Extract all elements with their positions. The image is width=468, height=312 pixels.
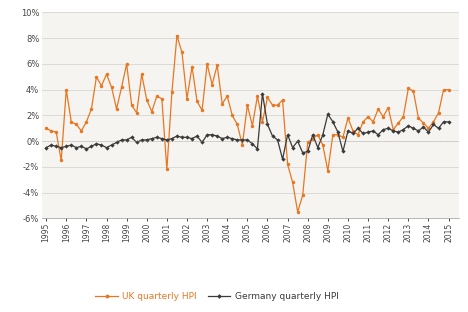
UK quarterly HPI bbox=[446, 88, 452, 92]
UK quarterly HPI bbox=[380, 115, 386, 119]
Legend: UK quarterly HPI, Germany quarterly HPI: UK quarterly HPI, Germany quarterly HPI bbox=[92, 289, 343, 305]
Germany quarterly HPI bbox=[44, 146, 49, 149]
Germany quarterly HPI bbox=[416, 129, 421, 133]
Germany quarterly HPI bbox=[305, 150, 311, 154]
UK quarterly HPI bbox=[270, 103, 275, 107]
Germany quarterly HPI bbox=[350, 132, 356, 135]
UK quarterly HPI bbox=[174, 34, 180, 37]
UK quarterly HPI bbox=[44, 126, 49, 130]
Germany quarterly HPI bbox=[380, 128, 386, 131]
UK quarterly HPI bbox=[295, 210, 300, 214]
Line: Germany quarterly HPI: Germany quarterly HPI bbox=[44, 92, 450, 161]
Germany quarterly HPI bbox=[446, 120, 452, 124]
Line: UK quarterly HPI: UK quarterly HPI bbox=[44, 34, 450, 214]
UK quarterly HPI bbox=[416, 116, 421, 120]
Germany quarterly HPI bbox=[270, 134, 275, 138]
Germany quarterly HPI bbox=[401, 128, 406, 131]
Germany quarterly HPI bbox=[280, 157, 285, 161]
UK quarterly HPI bbox=[305, 141, 311, 144]
Germany quarterly HPI bbox=[260, 92, 265, 95]
UK quarterly HPI bbox=[350, 129, 356, 133]
UK quarterly HPI bbox=[401, 115, 406, 119]
